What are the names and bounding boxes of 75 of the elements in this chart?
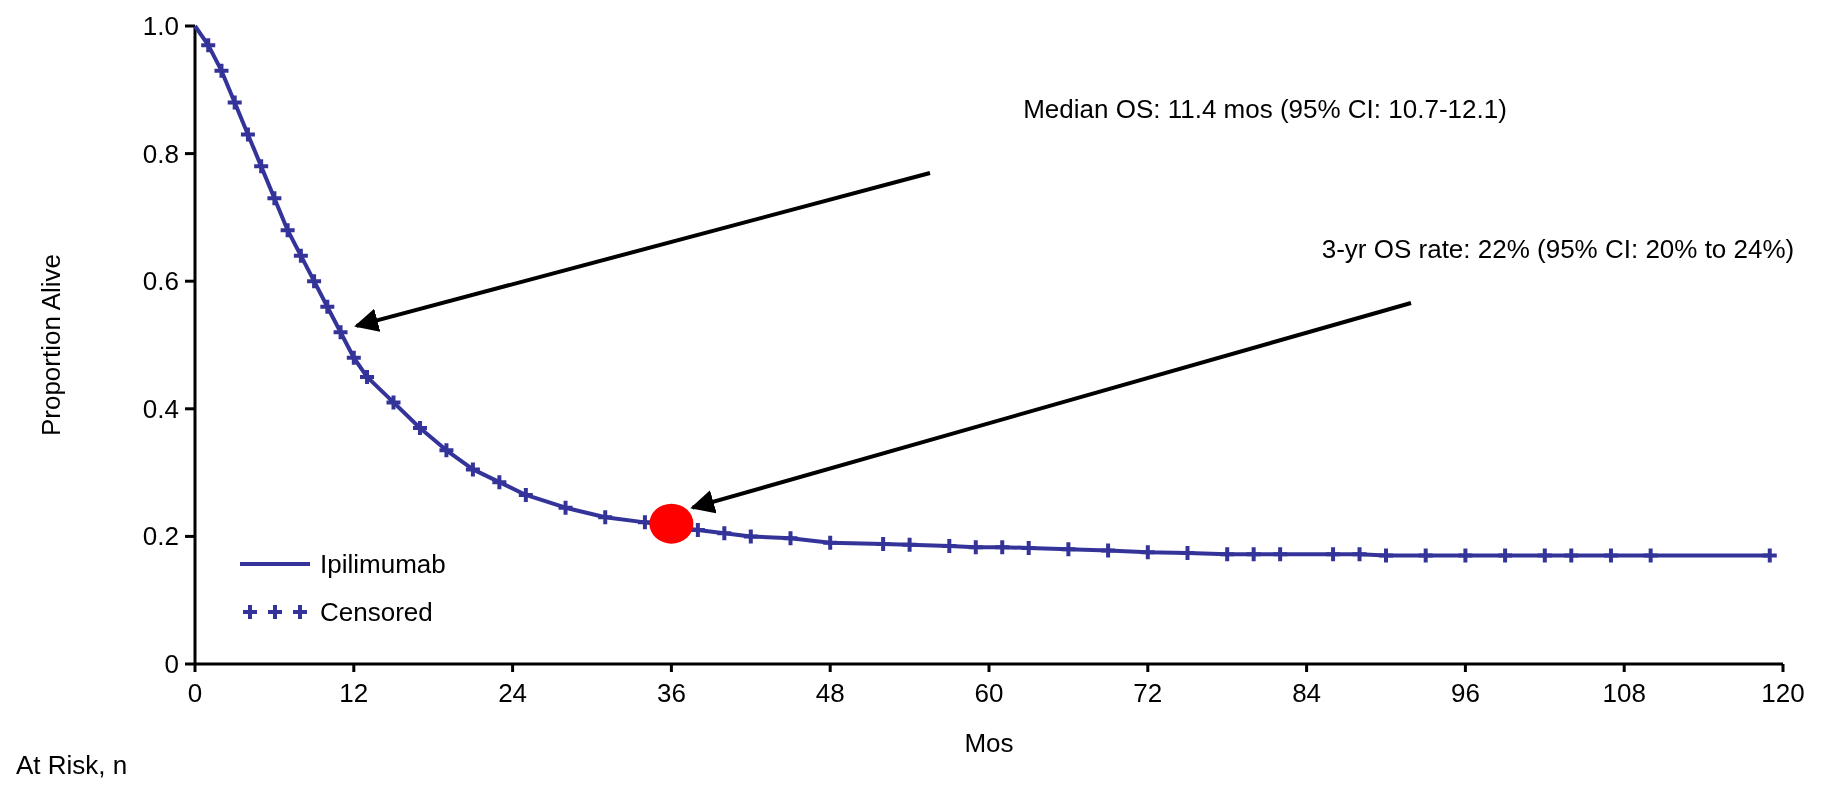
point — [968, 540, 983, 555]
x-tick-label: 120 — [1761, 678, 1805, 708]
point — [876, 537, 891, 552]
point — [598, 510, 613, 525]
point — [558, 500, 573, 515]
point — [293, 248, 308, 263]
point — [1273, 547, 1288, 562]
point — [518, 487, 533, 502]
text: At Risk, n — [16, 750, 128, 780]
annotation: 3-yr OS rate: 22% (95% CI: 20% to 24%) — [1321, 234, 1795, 264]
point — [346, 350, 361, 365]
x-tick-label: 72 — [1133, 678, 1163, 708]
point — [1762, 548, 1777, 563]
point — [1246, 547, 1261, 562]
x-tick-label: 0 — [187, 678, 203, 708]
y-axis-title: Proportion Alive — [36, 253, 66, 437]
point — [1379, 548, 1393, 563]
x-tick-label: 108 — [1602, 678, 1646, 708]
y-tick-label: 0.8 — [142, 138, 179, 169]
point — [1140, 545, 1155, 560]
point — [1643, 548, 1658, 563]
point — [717, 526, 732, 541]
x-tick-label: 84 — [1292, 678, 1322, 708]
point — [386, 395, 401, 410]
y-tick-label: 1.0 — [142, 11, 179, 41]
legend-label: Censored — [320, 597, 433, 627]
x-axis-title: Mos — [964, 728, 1014, 758]
point — [1498, 548, 1513, 563]
point — [995, 540, 1010, 555]
x-tick-label: 24 — [498, 678, 528, 708]
point — [439, 443, 454, 458]
y-tick-label: 0.4 — [142, 393, 179, 424]
y-tick-label: 0.2 — [142, 521, 179, 552]
point — [783, 531, 798, 546]
x-tick-label: 96 — [1450, 678, 1480, 708]
annotation: Median OS: 11.4 mos (95% CI: 10.7-12.1) — [1023, 94, 1507, 124]
x-tick-label: 60 — [974, 678, 1004, 708]
point — [823, 535, 838, 550]
y-tick-label: 0.6 — [142, 266, 179, 297]
point — [492, 475, 507, 490]
point — [1418, 548, 1433, 563]
point — [267, 191, 282, 206]
x-tick-label: 36 — [656, 678, 686, 708]
point — [227, 95, 242, 110]
point — [307, 274, 322, 289]
point — [743, 529, 758, 544]
point — [942, 538, 957, 553]
point — [1021, 540, 1036, 555]
point — [1061, 542, 1076, 557]
point — [1564, 548, 1579, 563]
point — [1537, 548, 1552, 563]
point — [902, 537, 917, 552]
point — [240, 127, 255, 142]
legend-label: Ipilimumab — [320, 549, 446, 579]
point — [333, 325, 348, 340]
point — [1180, 545, 1195, 560]
point — [690, 523, 705, 538]
point — [1220, 547, 1235, 562]
point — [1352, 547, 1367, 562]
point — [1458, 548, 1473, 563]
point — [320, 299, 335, 314]
point — [214, 63, 229, 78]
point — [465, 462, 480, 477]
point — [649, 503, 694, 544]
point — [1603, 548, 1618, 563]
point — [254, 159, 269, 174]
point — [412, 420, 427, 435]
point — [360, 369, 375, 384]
y-tick-label: 0 — [164, 649, 179, 679]
x-tick-label: 48 — [815, 678, 845, 708]
x-tick-label: 12 — [339, 678, 369, 708]
point — [280, 223, 295, 238]
point — [1101, 543, 1116, 558]
point — [201, 38, 216, 53]
point — [1326, 547, 1341, 562]
